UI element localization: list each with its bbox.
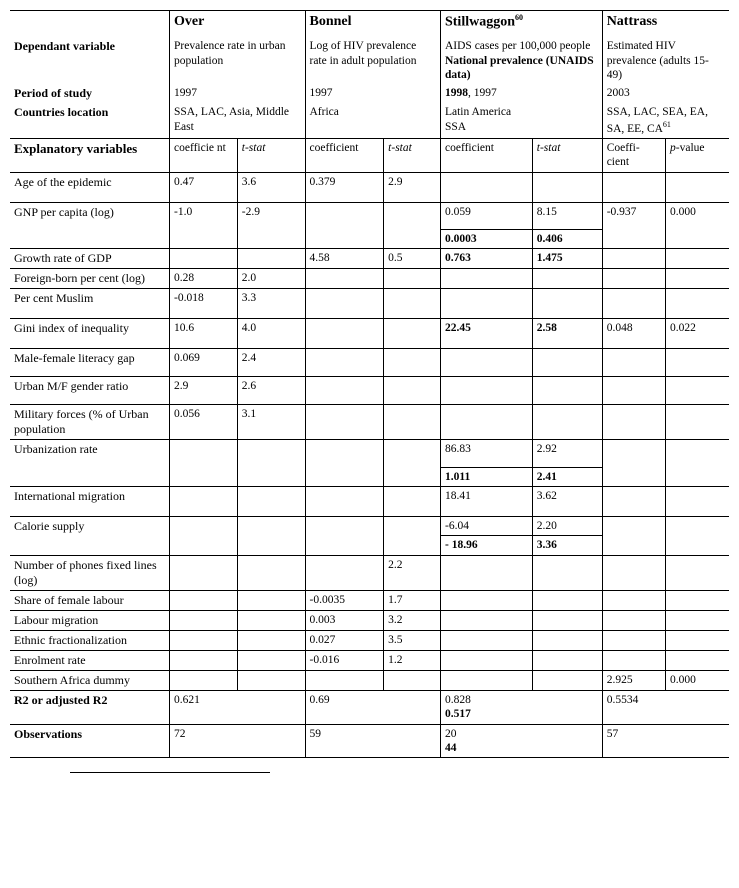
per-natt: 2003	[602, 84, 729, 103]
hdr-over-coef: coefficie nt	[170, 138, 238, 172]
regression-comparison-table: Over Bonnel Stillwaggon60 Nattrass Depen…	[10, 10, 729, 758]
hdr-still-coef: coefficient	[440, 138, 532, 172]
dep-bonnel: Log of HIV prevalence rate in adult popu…	[305, 37, 440, 84]
period-label: Period of study	[10, 84, 170, 103]
author-stillwaggon: Stillwaggon60	[440, 11, 602, 38]
row-military: Military forces (% of Urban population	[10, 405, 170, 440]
expl-label: Explanatory variables	[10, 138, 170, 172]
c-natt: SSA, LAC, SEA, EA, SA, EE, CA61	[602, 103, 729, 138]
row-age: Age of the epidemic	[10, 172, 170, 202]
hdr-natt-p: p-value	[666, 138, 729, 172]
author-bonnel: Bonnel	[305, 11, 440, 38]
dep-over: Prevalence rate in urban population	[170, 37, 305, 84]
c-over: SSA, LAC, Asia, Middle East	[170, 103, 305, 138]
row-gini: Gini index of inequality	[10, 319, 170, 349]
row-phones: Number of phones fixed lines (log)	[10, 555, 170, 590]
row-labmig: Labour migration	[10, 610, 170, 630]
hdr-bon-t: t-stat	[384, 138, 441, 172]
dep-var-label: Dependant variable	[10, 37, 170, 84]
footnote-separator	[70, 772, 270, 773]
dep-still: AIDS cases per 100,000 people National p…	[440, 37, 602, 84]
row-femlab: Share of female labour	[10, 590, 170, 610]
row-calorie: Calorie supply	[10, 517, 170, 556]
row-urban: Urbanization rate	[10, 440, 170, 487]
c-still: Latin AmericaSSA	[440, 103, 602, 138]
author-nattrass: Nattrass	[602, 11, 729, 38]
row-intlmig: International migration	[10, 487, 170, 517]
per-still: 1998, 1997	[440, 84, 602, 103]
hdr-natt-coef: Coeffi- cient	[602, 138, 665, 172]
row-gnp: GNP per capita (log)	[10, 202, 170, 249]
row-obs: Observations	[10, 724, 170, 758]
row-southern: Southern Africa dummy	[10, 670, 170, 690]
hdr-bon-coef: coefficient	[305, 138, 384, 172]
row-gender: Urban M/F gender ratio	[10, 377, 170, 405]
row-muslim: Per cent Muslim	[10, 289, 170, 319]
row-enrol: Enrolment rate	[10, 650, 170, 670]
per-bonnel: 1997	[305, 84, 440, 103]
hdr-still-t: t-stat	[532, 138, 602, 172]
author-over: Over	[170, 11, 305, 38]
c-bonnel: Africa	[305, 103, 440, 138]
per-over: 1997	[170, 84, 305, 103]
row-ethnic: Ethnic fractionalization	[10, 630, 170, 650]
row-litgap: Male-female literacy gap	[10, 349, 170, 377]
row-gdp: Growth rate of GDP	[10, 249, 170, 269]
hdr-over-t: t-stat	[237, 138, 305, 172]
countries-label: Countries location	[10, 103, 170, 138]
row-r2: R2 or adjusted R2	[10, 690, 170, 724]
row-foreign: Foreign-born per cent (log)	[10, 269, 170, 289]
dep-natt: Estimated HIV prevalence (adults 15- 49)	[602, 37, 729, 84]
